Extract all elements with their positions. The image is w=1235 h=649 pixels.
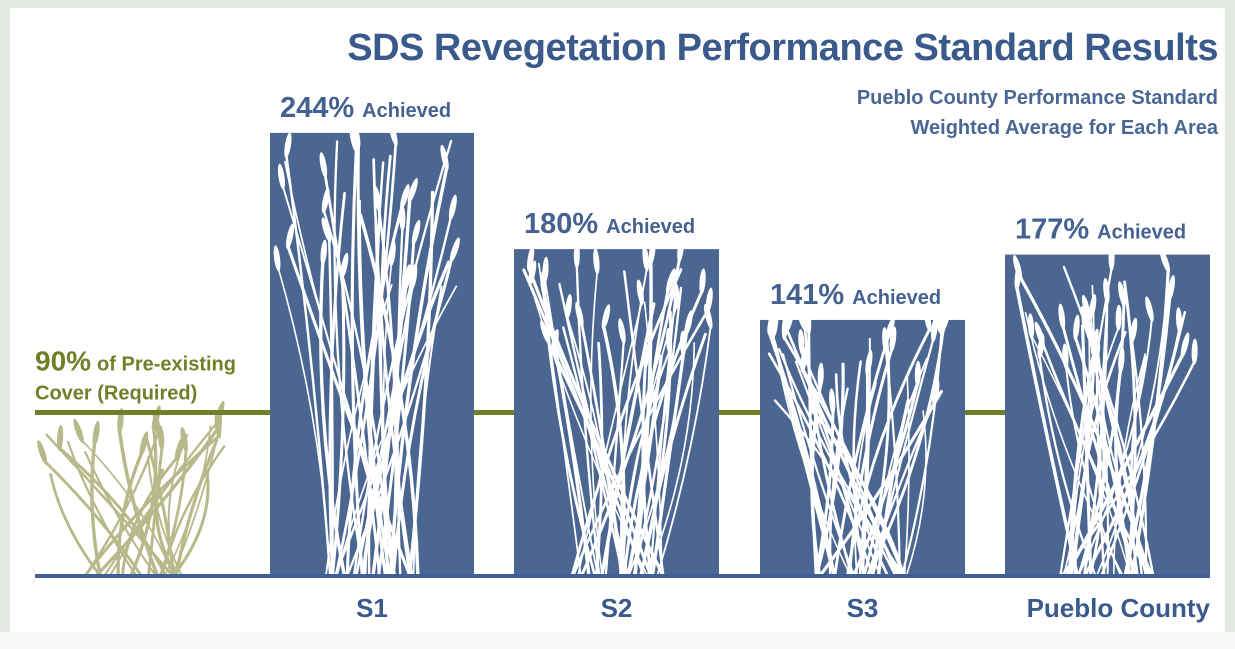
chart-title: SDS Revegetation Performance Standard Re… (347, 27, 1218, 69)
reference-value: 90% (35, 346, 91, 377)
value-label-number: 177% (1015, 214, 1089, 246)
chart: SDS Revegetation Performance Standard Re… (0, 0, 1235, 649)
value-label-note: Achieved (606, 216, 695, 238)
value-label-note: Achieved (852, 287, 941, 309)
value-label-note: Achieved (362, 100, 451, 122)
reference-text: Cover (Required) (35, 383, 197, 405)
footer-strip (0, 632, 1235, 649)
x-tick-label: Pueblo County (1027, 593, 1211, 623)
x-tick-label: S2 (601, 593, 633, 623)
value-label-note: Achieved (1097, 222, 1186, 244)
x-tick-label: S1 (356, 593, 388, 623)
x-tick-label: S3 (847, 593, 879, 623)
value-label-number: 141% (770, 279, 844, 311)
subtitle: Weighted Average for Each Area (911, 117, 1219, 139)
value-label-number: 180% (524, 208, 598, 240)
page: {"chart_data": { "type": "bar", "title":… (0, 0, 1235, 649)
reference-text: of Pre-existing (97, 354, 236, 376)
value-label-number: 244% (280, 92, 354, 124)
subtitle: Pueblo County Performance Standard (857, 87, 1218, 109)
